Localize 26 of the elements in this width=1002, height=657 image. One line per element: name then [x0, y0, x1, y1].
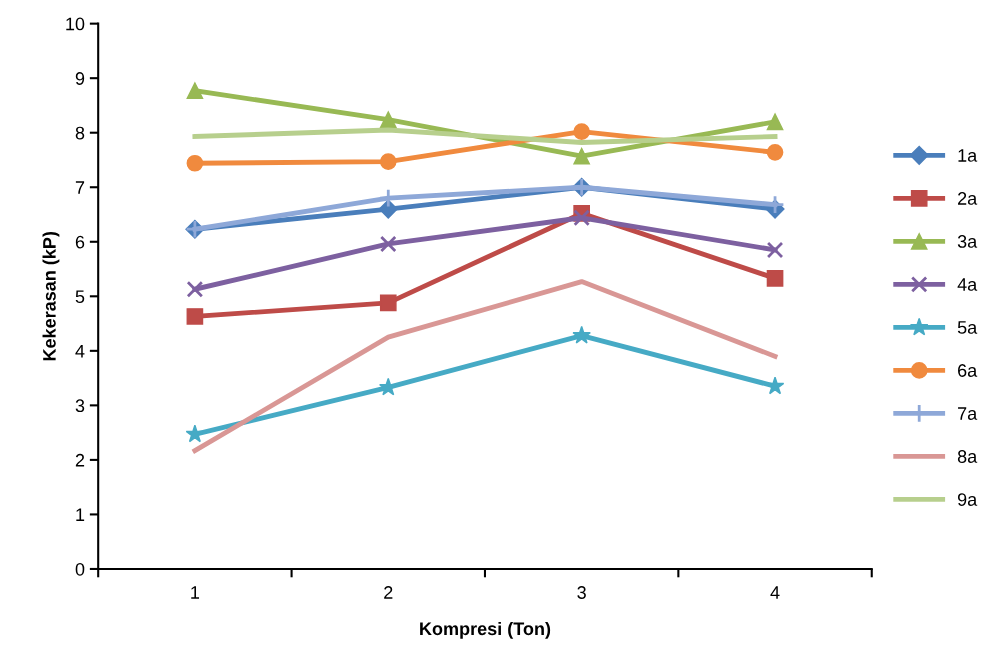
x-tick-label: 3: [577, 586, 586, 599]
x-tick-label: 4: [770, 586, 780, 599]
y-tick-label: 0: [75, 562, 85, 576]
y-tick-label: 7: [75, 181, 85, 194]
legend-label: 8a: [957, 450, 978, 463]
y-tick-label: 5: [75, 290, 85, 304]
x-axis-title: Kompresi (Ton): [420, 621, 551, 639]
x-tick-label: 2: [384, 586, 393, 599]
y-tick-label: 6: [75, 235, 85, 249]
legend-label: 7a: [958, 407, 978, 420]
legend-label: 2a: [958, 192, 978, 205]
x-tick-label: 1: [191, 586, 200, 599]
legend-label: 5a: [957, 321, 978, 334]
legend-label: 4a: [957, 278, 978, 291]
legend-label: 9a: [957, 493, 978, 506]
y-tick-label: 2: [75, 453, 85, 467]
legend-label: 6a: [958, 364, 978, 377]
y-tick-label: 9: [75, 72, 85, 85]
y-tick-label: 8: [75, 126, 85, 140]
y-tick-label: 1: [76, 508, 85, 521]
y-tick-label: 10: [66, 17, 85, 31]
legend-label: 1a: [958, 149, 978, 162]
y-tick-label: 4: [75, 344, 85, 358]
y-tick-label: 3: [75, 399, 85, 413]
legend-label: 3a: [957, 235, 978, 248]
y-axis-title: Kekerasan (kP): [42, 231, 60, 361]
